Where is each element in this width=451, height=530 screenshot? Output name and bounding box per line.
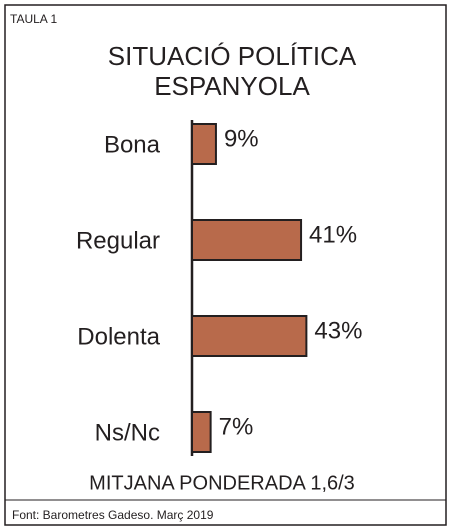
bar xyxy=(191,315,308,357)
source: Font: Barometres Gadeso. Març 2019 xyxy=(12,508,214,522)
annotation: MITJANA PONDERADA 1,6/3 xyxy=(89,472,355,494)
value-label: 9% xyxy=(224,125,259,152)
category-label: Ns/Nc xyxy=(95,419,160,446)
value-label: 43% xyxy=(314,317,362,344)
category-label: Regular xyxy=(76,227,160,254)
bar xyxy=(191,219,303,261)
value-label: 41% xyxy=(309,221,357,248)
category-label: Dolenta xyxy=(77,323,160,350)
chart-title: SITUACIÓ POLÍTICA xyxy=(108,41,357,71)
frame xyxy=(4,4,447,526)
table-label: TAULA 1 xyxy=(10,12,57,26)
category-label: Bona xyxy=(104,131,161,158)
bar xyxy=(191,411,212,453)
value-label: 7% xyxy=(219,413,254,440)
chart-title: ESPANYOLA xyxy=(154,71,310,101)
bar xyxy=(191,123,217,165)
